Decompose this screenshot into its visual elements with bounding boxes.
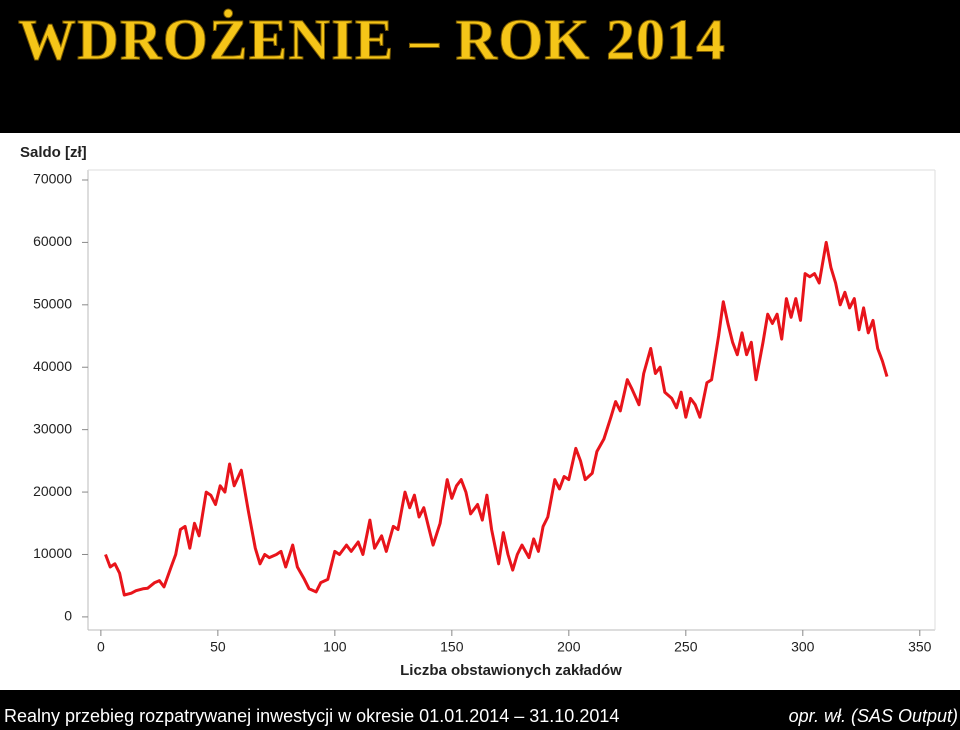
x-tick-label: 50 <box>210 639 226 655</box>
slide-title: WDROŻENIE – ROK 2014 <box>17 7 727 73</box>
x-axis-label: Liczba obstawionych zakładów <box>400 662 622 679</box>
y-tick-label: 40000 <box>33 358 72 374</box>
caption: Realny przebieg rozpatrywanej inwestycji… <box>4 706 620 726</box>
x-tick-label: 100 <box>323 639 347 655</box>
x-tick-label: 250 <box>674 639 698 655</box>
x-tick-label: 300 <box>791 639 815 655</box>
y-tick-label: 10000 <box>33 545 72 561</box>
data-line <box>104 240 889 597</box>
x-tick-label: 150 <box>440 639 464 655</box>
x-tick-label: 350 <box>908 639 932 655</box>
chart: Saldo [zł] Liczba obstawionych zakładów … <box>0 133 960 690</box>
y-tick-label: 0 <box>64 608 72 624</box>
y-axis-label: Saldo [zł] <box>20 144 87 161</box>
y-tick-label: 20000 <box>33 483 72 499</box>
y-tick-label: 50000 <box>33 296 72 312</box>
chart-background <box>0 133 960 690</box>
x-tick-label: 200 <box>557 639 581 655</box>
y-tick-label: 60000 <box>33 233 72 249</box>
y-tick-label: 30000 <box>33 420 72 436</box>
y-tick-label: 70000 <box>33 171 72 187</box>
source: opr. wł. (SAS Output) <box>788 706 958 726</box>
x-tick-label: 0 <box>97 639 105 655</box>
